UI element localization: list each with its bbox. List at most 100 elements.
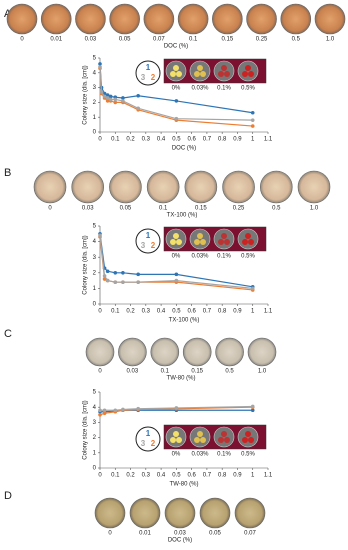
dish-label: 0.03 xyxy=(82,206,94,212)
data-point xyxy=(99,90,104,94)
inset-label: 0.5% xyxy=(241,452,255,458)
y-tick-label: 4 xyxy=(93,70,97,76)
inset-colony xyxy=(248,437,254,443)
y-tick-label: 3 xyxy=(93,255,97,261)
data-point xyxy=(113,271,118,275)
petri-dish xyxy=(85,337,115,367)
data-point xyxy=(102,408,107,413)
inset-label: 0.03% xyxy=(191,86,209,92)
series-line xyxy=(99,63,253,114)
petri-dish xyxy=(150,337,180,367)
x-tick-label: 1.1 xyxy=(264,473,273,479)
inset-colony xyxy=(245,233,251,239)
inset-colony xyxy=(170,71,176,77)
inset-colony xyxy=(197,65,203,71)
data-point xyxy=(174,116,179,121)
inset-colony xyxy=(221,233,227,239)
y-axis-label: Colony size (dia. [cm]) xyxy=(83,235,89,294)
petri-dish xyxy=(109,3,140,35)
data-point xyxy=(102,411,107,416)
inset-label: 0.03% xyxy=(191,254,209,260)
petri-dish xyxy=(146,170,180,204)
petri-dish xyxy=(33,170,67,204)
dish-label: 0.1 xyxy=(159,206,168,212)
petri-dish xyxy=(199,497,231,529)
legend-circle xyxy=(135,426,161,452)
data-point xyxy=(113,97,118,102)
x-tick-label: 0.2 xyxy=(126,137,135,143)
dish-axis-label: DOC (%) xyxy=(164,44,188,50)
petri-dish xyxy=(215,337,244,367)
y-tick-label: 2 xyxy=(93,270,97,276)
dish-label: 0 xyxy=(98,369,102,375)
petri-dish xyxy=(129,497,161,529)
x-tick-label: 0.5 xyxy=(172,473,181,479)
data-point xyxy=(250,408,255,413)
data-point xyxy=(105,93,110,97)
y-tick-label: 3 xyxy=(93,85,97,91)
data-point xyxy=(136,280,140,284)
inset-colony xyxy=(176,71,182,77)
inset-colony xyxy=(194,71,200,77)
y-axis-label: Colony size (dia. [cm]) xyxy=(83,400,89,459)
data-point xyxy=(98,65,102,69)
dish-label: 0.25 xyxy=(233,206,245,212)
data-point xyxy=(250,286,255,291)
inset-colony xyxy=(197,431,203,437)
x-tick-label: 0.5 xyxy=(172,309,181,315)
data-point xyxy=(108,94,113,99)
data-point xyxy=(174,406,179,410)
dish-label: 0.15 xyxy=(221,37,233,43)
inset-colony xyxy=(218,239,224,245)
dish-label: 0.01 xyxy=(139,531,151,537)
data-point xyxy=(98,62,102,66)
dish-label: 0 xyxy=(108,531,112,537)
x-tick-label: 1 xyxy=(251,137,255,143)
dish-label: 0.03 xyxy=(174,531,186,537)
x-tick-label: 0 xyxy=(98,137,102,143)
y-axis-label: Colony size (dia. [cm]) xyxy=(83,65,89,124)
dish-label: 0 xyxy=(20,37,24,43)
dish-label: 1.0 xyxy=(326,37,335,43)
petri-dish xyxy=(222,170,255,204)
dish-axis-label: DOC (%) xyxy=(168,538,192,544)
inset-colony xyxy=(218,71,224,77)
data-point xyxy=(108,97,113,102)
inset-label: 0.1% xyxy=(217,254,231,260)
data-point xyxy=(121,271,125,275)
inset-colony xyxy=(176,239,182,245)
inset-label: 0% xyxy=(172,86,181,92)
x-tick-label: 0.4 xyxy=(157,473,166,479)
petri-dish xyxy=(246,3,277,35)
dish-label: 0.5 xyxy=(292,37,301,43)
x-tick-label: 0.4 xyxy=(157,309,166,315)
y-tick-label: 1 xyxy=(93,115,97,121)
dish-label: 0.05 xyxy=(209,531,221,537)
x-tick-label: 0.6 xyxy=(187,473,196,479)
x-tick-label: 1 xyxy=(251,309,255,315)
inset-colony xyxy=(242,239,248,245)
x-axis-label: TX-100 (%) xyxy=(169,318,200,324)
x-tick-label: 0.8 xyxy=(218,137,227,143)
inset-label: 0.1% xyxy=(217,86,231,92)
x-tick-label: 0.7 xyxy=(203,309,212,315)
x-tick-label: 0.5 xyxy=(172,137,181,143)
dish-label: 0.5 xyxy=(225,369,234,375)
data-point xyxy=(98,408,102,413)
dish-label: 0.15 xyxy=(191,369,203,375)
x-tick-label: 0 xyxy=(98,309,102,315)
data-point xyxy=(250,118,255,122)
data-point xyxy=(98,413,102,417)
data-point xyxy=(136,406,140,411)
inset-label: 0.5% xyxy=(241,86,255,92)
y-tick-label: 2 xyxy=(93,435,97,441)
y-tick-label: 0 xyxy=(93,302,97,308)
x-tick-label: 0.2 xyxy=(126,309,135,315)
legend-label: 2 xyxy=(151,241,156,250)
data-point xyxy=(113,280,118,284)
panel-letter: D xyxy=(4,490,12,502)
x-tick-label: 0.1 xyxy=(111,309,120,315)
data-point xyxy=(121,96,125,100)
data-point xyxy=(121,280,125,284)
inset-label: 0% xyxy=(172,452,181,458)
